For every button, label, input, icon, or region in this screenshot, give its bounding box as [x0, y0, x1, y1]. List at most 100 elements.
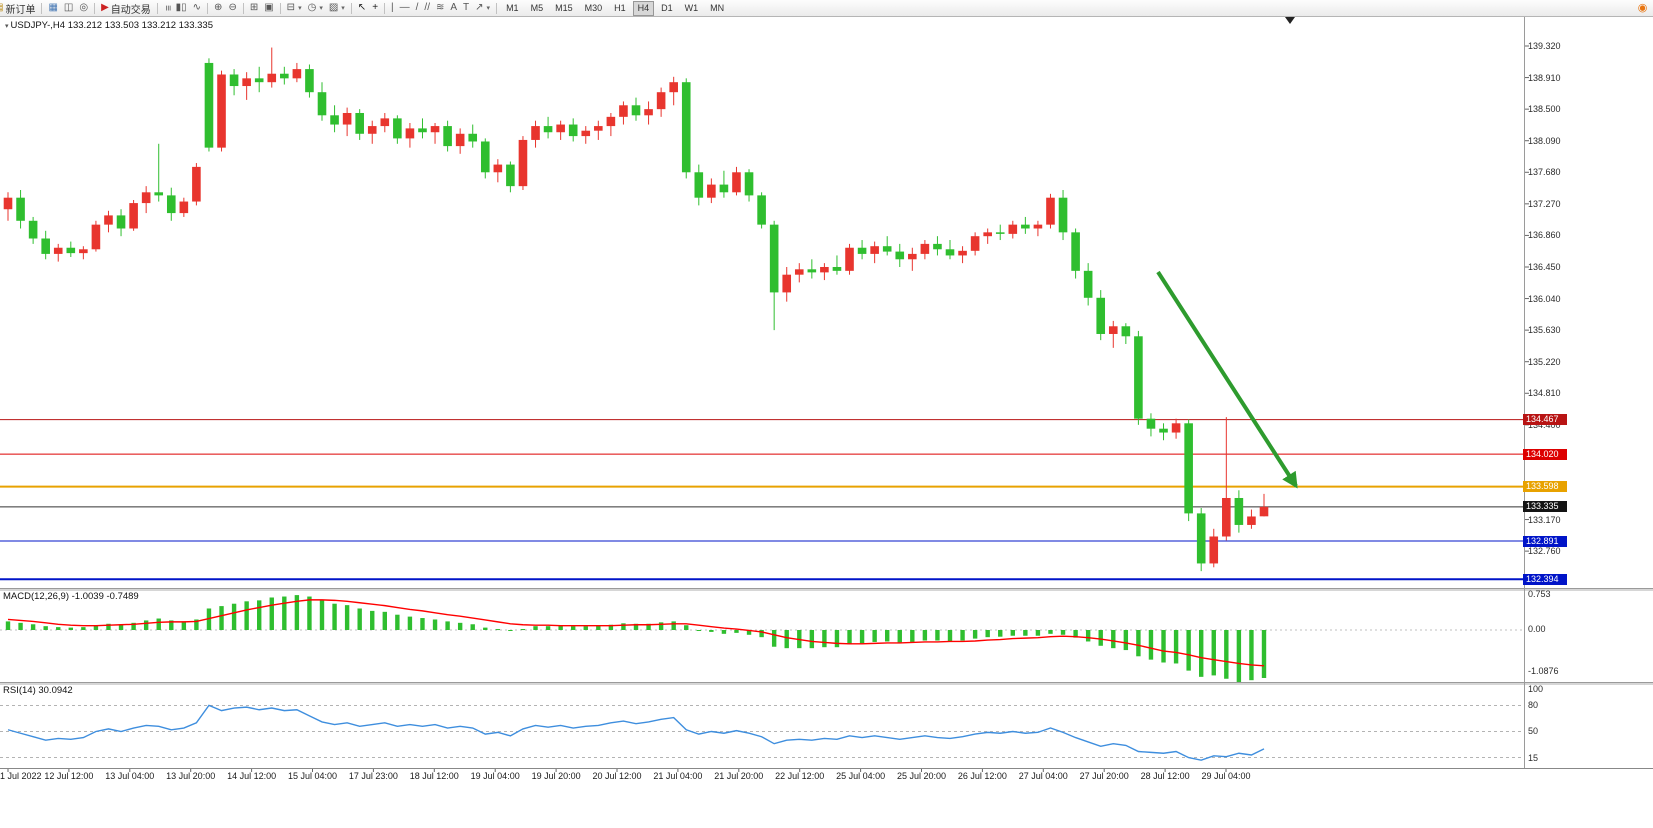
candle-body [1259, 506, 1269, 517]
time-axis-label: 21 Jul 20:00 [714, 771, 764, 781]
macd-histogram-bar [872, 630, 877, 642]
macd-histogram-bar [483, 627, 488, 630]
timeframe-h1[interactable]: H1 [614, 2, 626, 13]
fibonacci-icon: ≋ [435, 2, 445, 13]
timeframe-m30[interactable]: M30 [584, 2, 603, 13]
toolbar: ▤新订单▦◫◎▶自动交易≡▮▯∿⊕⊖⊞▣⊟▾◷▾▨▾↖+|—///≋AT↗▾M1… [0, 0, 1653, 17]
candle-body [418, 128, 427, 133]
macd-histogram-bar [885, 630, 890, 642]
price-axis-label: 132.760 [1528, 546, 1561, 557]
rsi-line [7, 704, 1265, 761]
periods-button[interactable]: ◷ ▾ [305, 1, 326, 15]
trendline-button[interactable]: / [413, 1, 422, 15]
new-chart-button[interactable]: ⊟ ▾ [284, 1, 305, 15]
bars-chart-icon: ≡ [161, 5, 173, 11]
tile-windows-button[interactable]: ▣ [261, 1, 276, 15]
navigator-icon: ◎ [79, 2, 89, 13]
macd-histogram-bar [382, 611, 387, 630]
toolbar-separator [496, 2, 498, 14]
timeframe-m15[interactable]: M15 [555, 2, 573, 13]
timeframe-mn[interactable]: MN [710, 2, 725, 13]
symbol-ohlc-info: USDJPY-,H4 133.212 133.503 133.212 133.3… [10, 20, 213, 31]
candle-body [1234, 497, 1244, 525]
time-axis-label: 15 Jul 04:00 [287, 771, 338, 781]
macd-scale-zero: 0.00 [1528, 624, 1546, 634]
templates-icon: ▨ [328, 2, 339, 13]
vertical-line-icon: | [391, 2, 394, 13]
new-order-button[interactable]: ▤新订单 [0, 1, 38, 16]
macd-histogram-bar [319, 600, 325, 630]
macd-histogram-bar [470, 624, 475, 630]
navigator-button[interactable]: ◎ [76, 1, 91, 15]
trend-arrow-object[interactable] [1156, 270, 1298, 489]
candle-body [870, 246, 879, 254]
candle-body [154, 192, 164, 196]
time-axis-label: 20 Jul 12:00 [592, 771, 642, 781]
timeframe-d1[interactable]: D1 [661, 2, 673, 13]
pane-splitter-rsi[interactable] [0, 682, 1653, 685]
macd-histogram-bar [370, 610, 375, 630]
candle-body [568, 124, 578, 137]
candle-body [342, 112, 352, 125]
time-axis-label: 18 Jul 12:00 [409, 771, 459, 781]
charts-button[interactable]: ▦ [45, 1, 60, 15]
horizontal-line-button[interactable]: — [397, 1, 413, 15]
bars-chart-button[interactable]: ≡ [161, 1, 173, 15]
macd-histogram-bar [721, 630, 727, 634]
candles-chart-icon: ▮▯ [175, 2, 187, 13]
text-label-button[interactable]: T [460, 1, 472, 15]
candle-body [305, 69, 314, 93]
macd-histogram-bar [1023, 630, 1028, 636]
candle-body [1121, 326, 1131, 337]
grid-button[interactable]: ⊞ [247, 1, 261, 15]
candle-body [1008, 224, 1018, 234]
price-axis-label: 134.810 [1528, 388, 1561, 399]
macd-histogram-bar [1261, 630, 1267, 678]
text-button[interactable]: A [447, 1, 460, 15]
candle-body [229, 74, 239, 87]
macd-histogram-bar [709, 630, 714, 632]
macd-histogram-bar [1236, 630, 1242, 682]
candle-body [882, 246, 892, 252]
cursor-icon: ↖ [357, 2, 367, 13]
macd-histogram-bar [93, 625, 99, 630]
macd-histogram-bar [30, 624, 36, 630]
macd-histogram-bar [156, 618, 161, 630]
price-axis-label: 137.680 [1528, 167, 1561, 178]
zoom-in-button[interactable]: ⊕ [211, 1, 225, 15]
pane-splitter-macd[interactable] [0, 588, 1653, 591]
line-chart-button[interactable]: ∿ [190, 1, 204, 15]
time-axis-label: 17 Jul 23:00 [348, 771, 398, 781]
fibonacci-button[interactable]: ≋ [433, 1, 447, 15]
community-icon[interactable]: ◉ [1637, 1, 1648, 14]
macd-histogram-bar [746, 630, 752, 635]
candle-body [845, 247, 854, 271]
time-axis-label: 19 Jul 04:00 [470, 771, 520, 781]
macd-scale-min: -1.0876 [1528, 666, 1559, 676]
new-order-label: 新订单 [5, 4, 36, 16]
candle-body [166, 195, 176, 214]
macd-histogram-bar [495, 629, 501, 631]
timeframe-w1[interactable]: W1 [684, 2, 699, 13]
arrows-button[interactable]: ↗ ▾ [472, 1, 493, 15]
candle-body [644, 109, 653, 116]
zoom-out-button[interactable]: ⊖ [225, 1, 239, 15]
timeframe-m1[interactable]: M1 [506, 2, 519, 13]
templates-button[interactable]: ▨ ▾ [326, 1, 348, 15]
candles-chart-button[interactable]: ▮▯ [173, 1, 190, 15]
candle-body [116, 215, 126, 229]
crosshair-button[interactable]: + [369, 1, 381, 15]
market-watch-button[interactable]: ◫ [61, 1, 76, 15]
timeframe-m5[interactable]: M5 [530, 2, 544, 13]
channel-button[interactable]: // [421, 1, 433, 15]
macd-histogram-bar [608, 624, 614, 630]
window-expand-icon[interactable]: ▾ [5, 23, 9, 30]
cursor-button[interactable]: ↖ [355, 1, 369, 15]
vertical-line-button[interactable]: | [388, 1, 397, 15]
candle-body [66, 247, 76, 254]
macd-histogram-bar [520, 629, 526, 631]
timeframe-h4[interactable]: H4 [632, 0, 655, 16]
autotrading-button[interactable]: ▶ 自动交易 [98, 1, 154, 16]
time-axis-label: 21 Jul 04:00 [653, 771, 703, 781]
